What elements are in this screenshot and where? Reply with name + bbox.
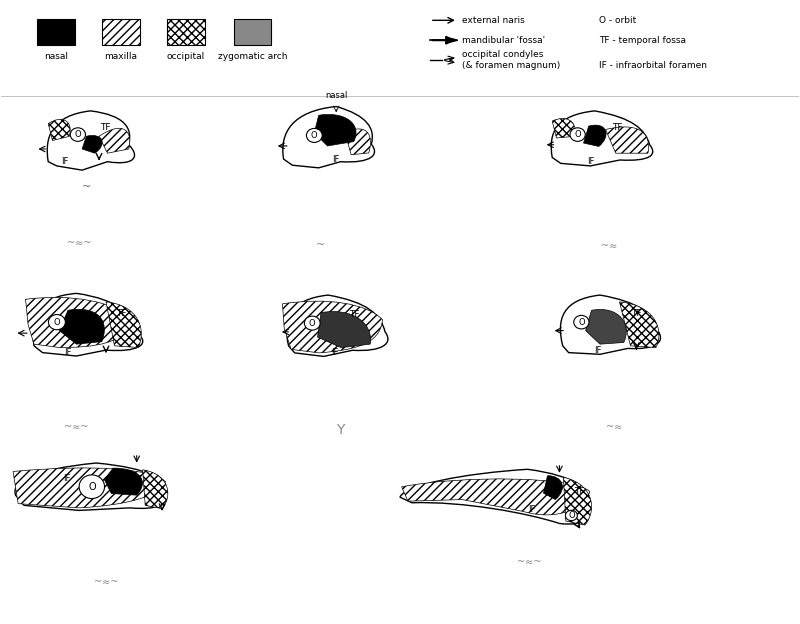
PathPatch shape bbox=[318, 311, 370, 348]
PathPatch shape bbox=[551, 111, 653, 166]
PathPatch shape bbox=[606, 127, 649, 154]
Text: TF: TF bbox=[337, 122, 348, 131]
PathPatch shape bbox=[282, 301, 382, 353]
Text: TF: TF bbox=[631, 310, 642, 318]
Bar bbox=[38, 19, 75, 45]
Ellipse shape bbox=[79, 475, 105, 499]
Text: TF - temporal fossa: TF - temporal fossa bbox=[599, 36, 686, 45]
PathPatch shape bbox=[48, 119, 70, 140]
Ellipse shape bbox=[70, 128, 86, 142]
Text: TF: TF bbox=[101, 124, 111, 132]
Bar bbox=[102, 19, 140, 45]
Text: O: O bbox=[311, 131, 318, 140]
PathPatch shape bbox=[106, 302, 142, 348]
PathPatch shape bbox=[33, 293, 142, 356]
Text: O: O bbox=[578, 318, 585, 326]
Ellipse shape bbox=[566, 510, 578, 520]
Text: Y: Y bbox=[336, 424, 344, 437]
PathPatch shape bbox=[26, 298, 131, 348]
Text: mandibular 'fossa': mandibular 'fossa' bbox=[462, 36, 545, 45]
PathPatch shape bbox=[619, 302, 659, 348]
Text: ~≈~: ~≈~ bbox=[64, 421, 88, 431]
PathPatch shape bbox=[543, 475, 562, 500]
Ellipse shape bbox=[306, 129, 322, 142]
Text: O - orbit: O - orbit bbox=[599, 16, 637, 25]
Text: maxilla: maxilla bbox=[105, 52, 138, 61]
Ellipse shape bbox=[304, 316, 320, 330]
Text: TF: TF bbox=[131, 475, 142, 484]
PathPatch shape bbox=[552, 119, 575, 138]
Text: external naris: external naris bbox=[462, 16, 525, 25]
Text: IF: IF bbox=[333, 155, 340, 165]
Text: occipital condyles
(& foramen magnum): occipital condyles (& foramen magnum) bbox=[462, 51, 560, 70]
Bar bbox=[167, 19, 205, 45]
Text: ~≈~: ~≈~ bbox=[518, 556, 542, 566]
Text: ~: ~ bbox=[316, 240, 325, 250]
Text: ~: ~ bbox=[82, 182, 91, 192]
Text: ~≈~: ~≈~ bbox=[94, 576, 118, 586]
Text: nasal: nasal bbox=[44, 52, 68, 61]
PathPatch shape bbox=[586, 310, 626, 344]
Text: O: O bbox=[74, 130, 81, 139]
Text: IF - infraorbital foramen: IF - infraorbital foramen bbox=[599, 61, 707, 70]
Ellipse shape bbox=[570, 128, 586, 142]
Text: nasal: nasal bbox=[325, 91, 347, 100]
Text: ~≈: ~≈ bbox=[601, 240, 618, 250]
Text: IF: IF bbox=[62, 474, 70, 483]
Text: O: O bbox=[574, 130, 581, 139]
Text: TF: TF bbox=[574, 487, 585, 496]
PathPatch shape bbox=[286, 295, 388, 356]
Ellipse shape bbox=[49, 314, 66, 329]
Text: TF: TF bbox=[116, 310, 126, 318]
PathPatch shape bbox=[283, 107, 374, 168]
Text: ~≈: ~≈ bbox=[606, 421, 622, 431]
PathPatch shape bbox=[345, 129, 370, 155]
Text: IF: IF bbox=[331, 348, 338, 358]
Text: IF: IF bbox=[62, 157, 69, 166]
Text: TF: TF bbox=[612, 124, 622, 132]
PathPatch shape bbox=[583, 125, 606, 147]
Ellipse shape bbox=[574, 315, 589, 329]
Text: TF: TF bbox=[349, 310, 360, 319]
PathPatch shape bbox=[402, 479, 590, 515]
Text: IF: IF bbox=[586, 157, 594, 166]
Text: O: O bbox=[309, 319, 315, 328]
Text: O: O bbox=[54, 318, 60, 326]
Text: O: O bbox=[568, 511, 574, 520]
PathPatch shape bbox=[15, 463, 165, 510]
PathPatch shape bbox=[59, 310, 104, 344]
Text: IF: IF bbox=[528, 505, 535, 514]
Text: occipital: occipital bbox=[166, 52, 205, 61]
PathPatch shape bbox=[99, 129, 130, 154]
Text: IF: IF bbox=[594, 346, 602, 356]
Text: ~≈~: ~≈~ bbox=[67, 237, 91, 247]
PathPatch shape bbox=[142, 470, 168, 509]
PathPatch shape bbox=[563, 477, 592, 525]
Text: zygomatic arch: zygomatic arch bbox=[218, 52, 287, 61]
PathPatch shape bbox=[105, 468, 142, 495]
Text: O: O bbox=[88, 482, 96, 492]
Text: IF: IF bbox=[64, 348, 71, 357]
PathPatch shape bbox=[13, 468, 166, 508]
Bar bbox=[234, 19, 271, 45]
PathPatch shape bbox=[314, 114, 356, 146]
Polygon shape bbox=[446, 37, 458, 43]
PathPatch shape bbox=[47, 111, 134, 170]
PathPatch shape bbox=[561, 295, 661, 354]
PathPatch shape bbox=[400, 469, 590, 524]
PathPatch shape bbox=[82, 135, 102, 154]
